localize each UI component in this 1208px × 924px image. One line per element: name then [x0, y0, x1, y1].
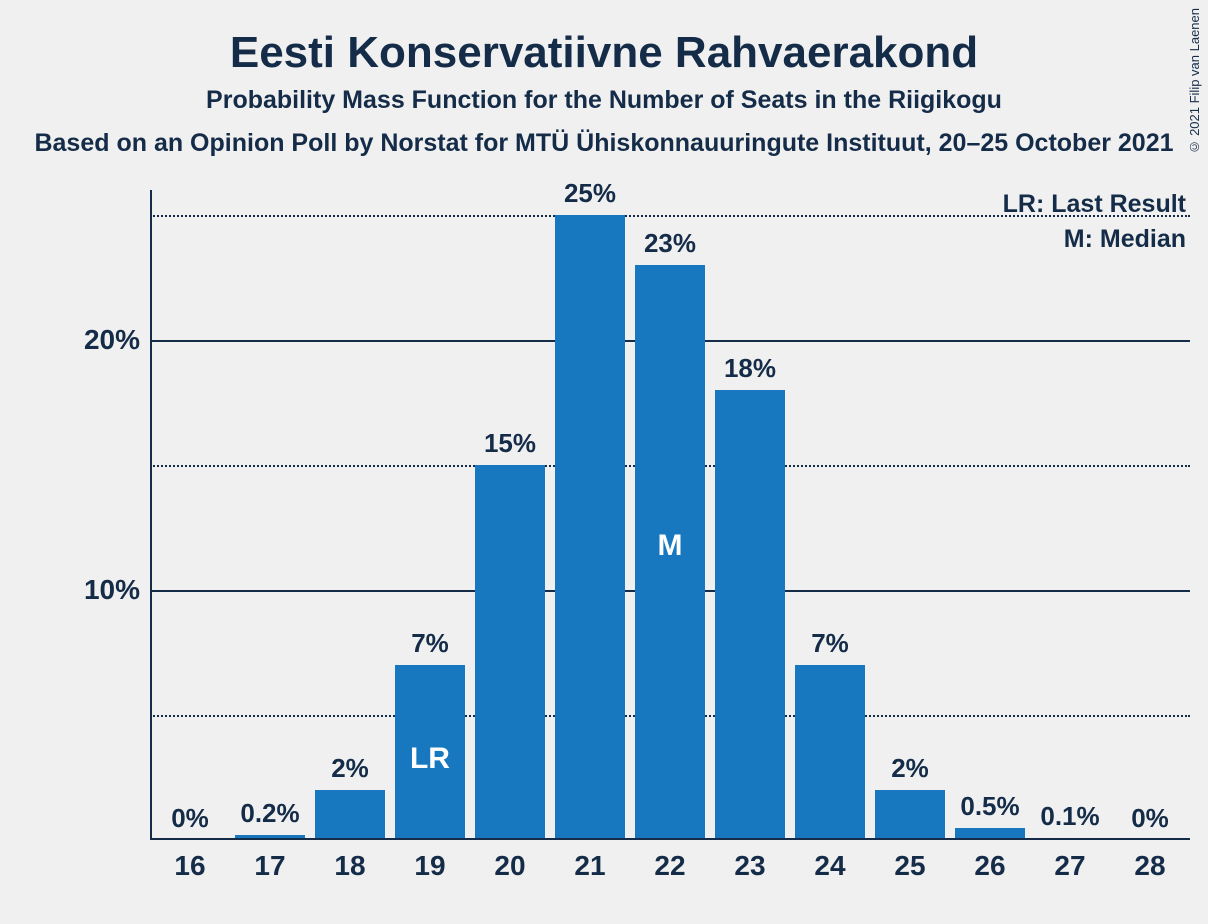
- x-tick-label: 19: [414, 850, 445, 882]
- chart-subtitle-2: Based on an Opinion Poll by Norstat for …: [0, 129, 1208, 158]
- title-block: Eesti Konservatiivne Rahvaerakond Probab…: [0, 28, 1208, 158]
- y-tick-label: 20%: [84, 324, 140, 356]
- x-axis: [150, 838, 1190, 840]
- bar-value-label: 23%: [635, 228, 705, 259]
- bar-value-label: 0.1%: [1035, 801, 1105, 832]
- bar-value-label: 0%: [155, 803, 225, 834]
- chart-title: Eesti Konservatiivne Rahvaerakond: [0, 28, 1208, 78]
- x-tick-label: 25: [894, 850, 925, 882]
- y-tick-label: 10%: [84, 574, 140, 606]
- x-tick-label: 20: [494, 850, 525, 882]
- bar-value-label: 2%: [315, 753, 385, 784]
- bar-value-label: 0%: [1115, 803, 1185, 834]
- bar-value-label: 15%: [475, 428, 545, 459]
- x-tick-label: 24: [814, 850, 845, 882]
- x-tick-label: 23: [734, 850, 765, 882]
- bar: 18%: [715, 390, 785, 840]
- bar: 2%: [315, 790, 385, 840]
- bar-value-label: 0.5%: [955, 791, 1025, 822]
- bar: 15%: [475, 465, 545, 840]
- x-tick-label: 21: [574, 850, 605, 882]
- bar-value-label: 2%: [875, 753, 945, 784]
- bar-value-label: 25%: [555, 178, 625, 209]
- plot-area: LR: Last Result M: Median 0%0.2%2%7%LR15…: [150, 190, 1190, 840]
- x-tick-label: 26: [974, 850, 1005, 882]
- bars-container: 0%0.2%2%7%LR15%25%23%M18%7%2%0.5%0.1%0%: [150, 190, 1190, 840]
- bar-value-label: 18%: [715, 353, 785, 384]
- x-tick-label: 16: [174, 850, 205, 882]
- x-tick-label: 27: [1054, 850, 1085, 882]
- bar-value-label: 7%: [795, 628, 865, 659]
- x-tick-label: 28: [1134, 850, 1165, 882]
- bar-value-label: 0.2%: [235, 798, 305, 829]
- marker-last-result: LR: [395, 742, 465, 776]
- marker-median: M: [635, 529, 705, 563]
- bar: 23%M: [635, 265, 705, 840]
- y-axis: [150, 190, 152, 840]
- x-tick-label: 22: [654, 850, 685, 882]
- bar: 25%: [555, 215, 625, 840]
- x-tick-label: 17: [254, 850, 285, 882]
- bar-value-label: 7%: [395, 628, 465, 659]
- bar: 7%: [795, 665, 865, 840]
- chart-subtitle-1: Probability Mass Function for the Number…: [0, 86, 1208, 115]
- x-tick-label: 18: [334, 850, 365, 882]
- bar: 2%: [875, 790, 945, 840]
- bar: 7%LR: [395, 665, 465, 840]
